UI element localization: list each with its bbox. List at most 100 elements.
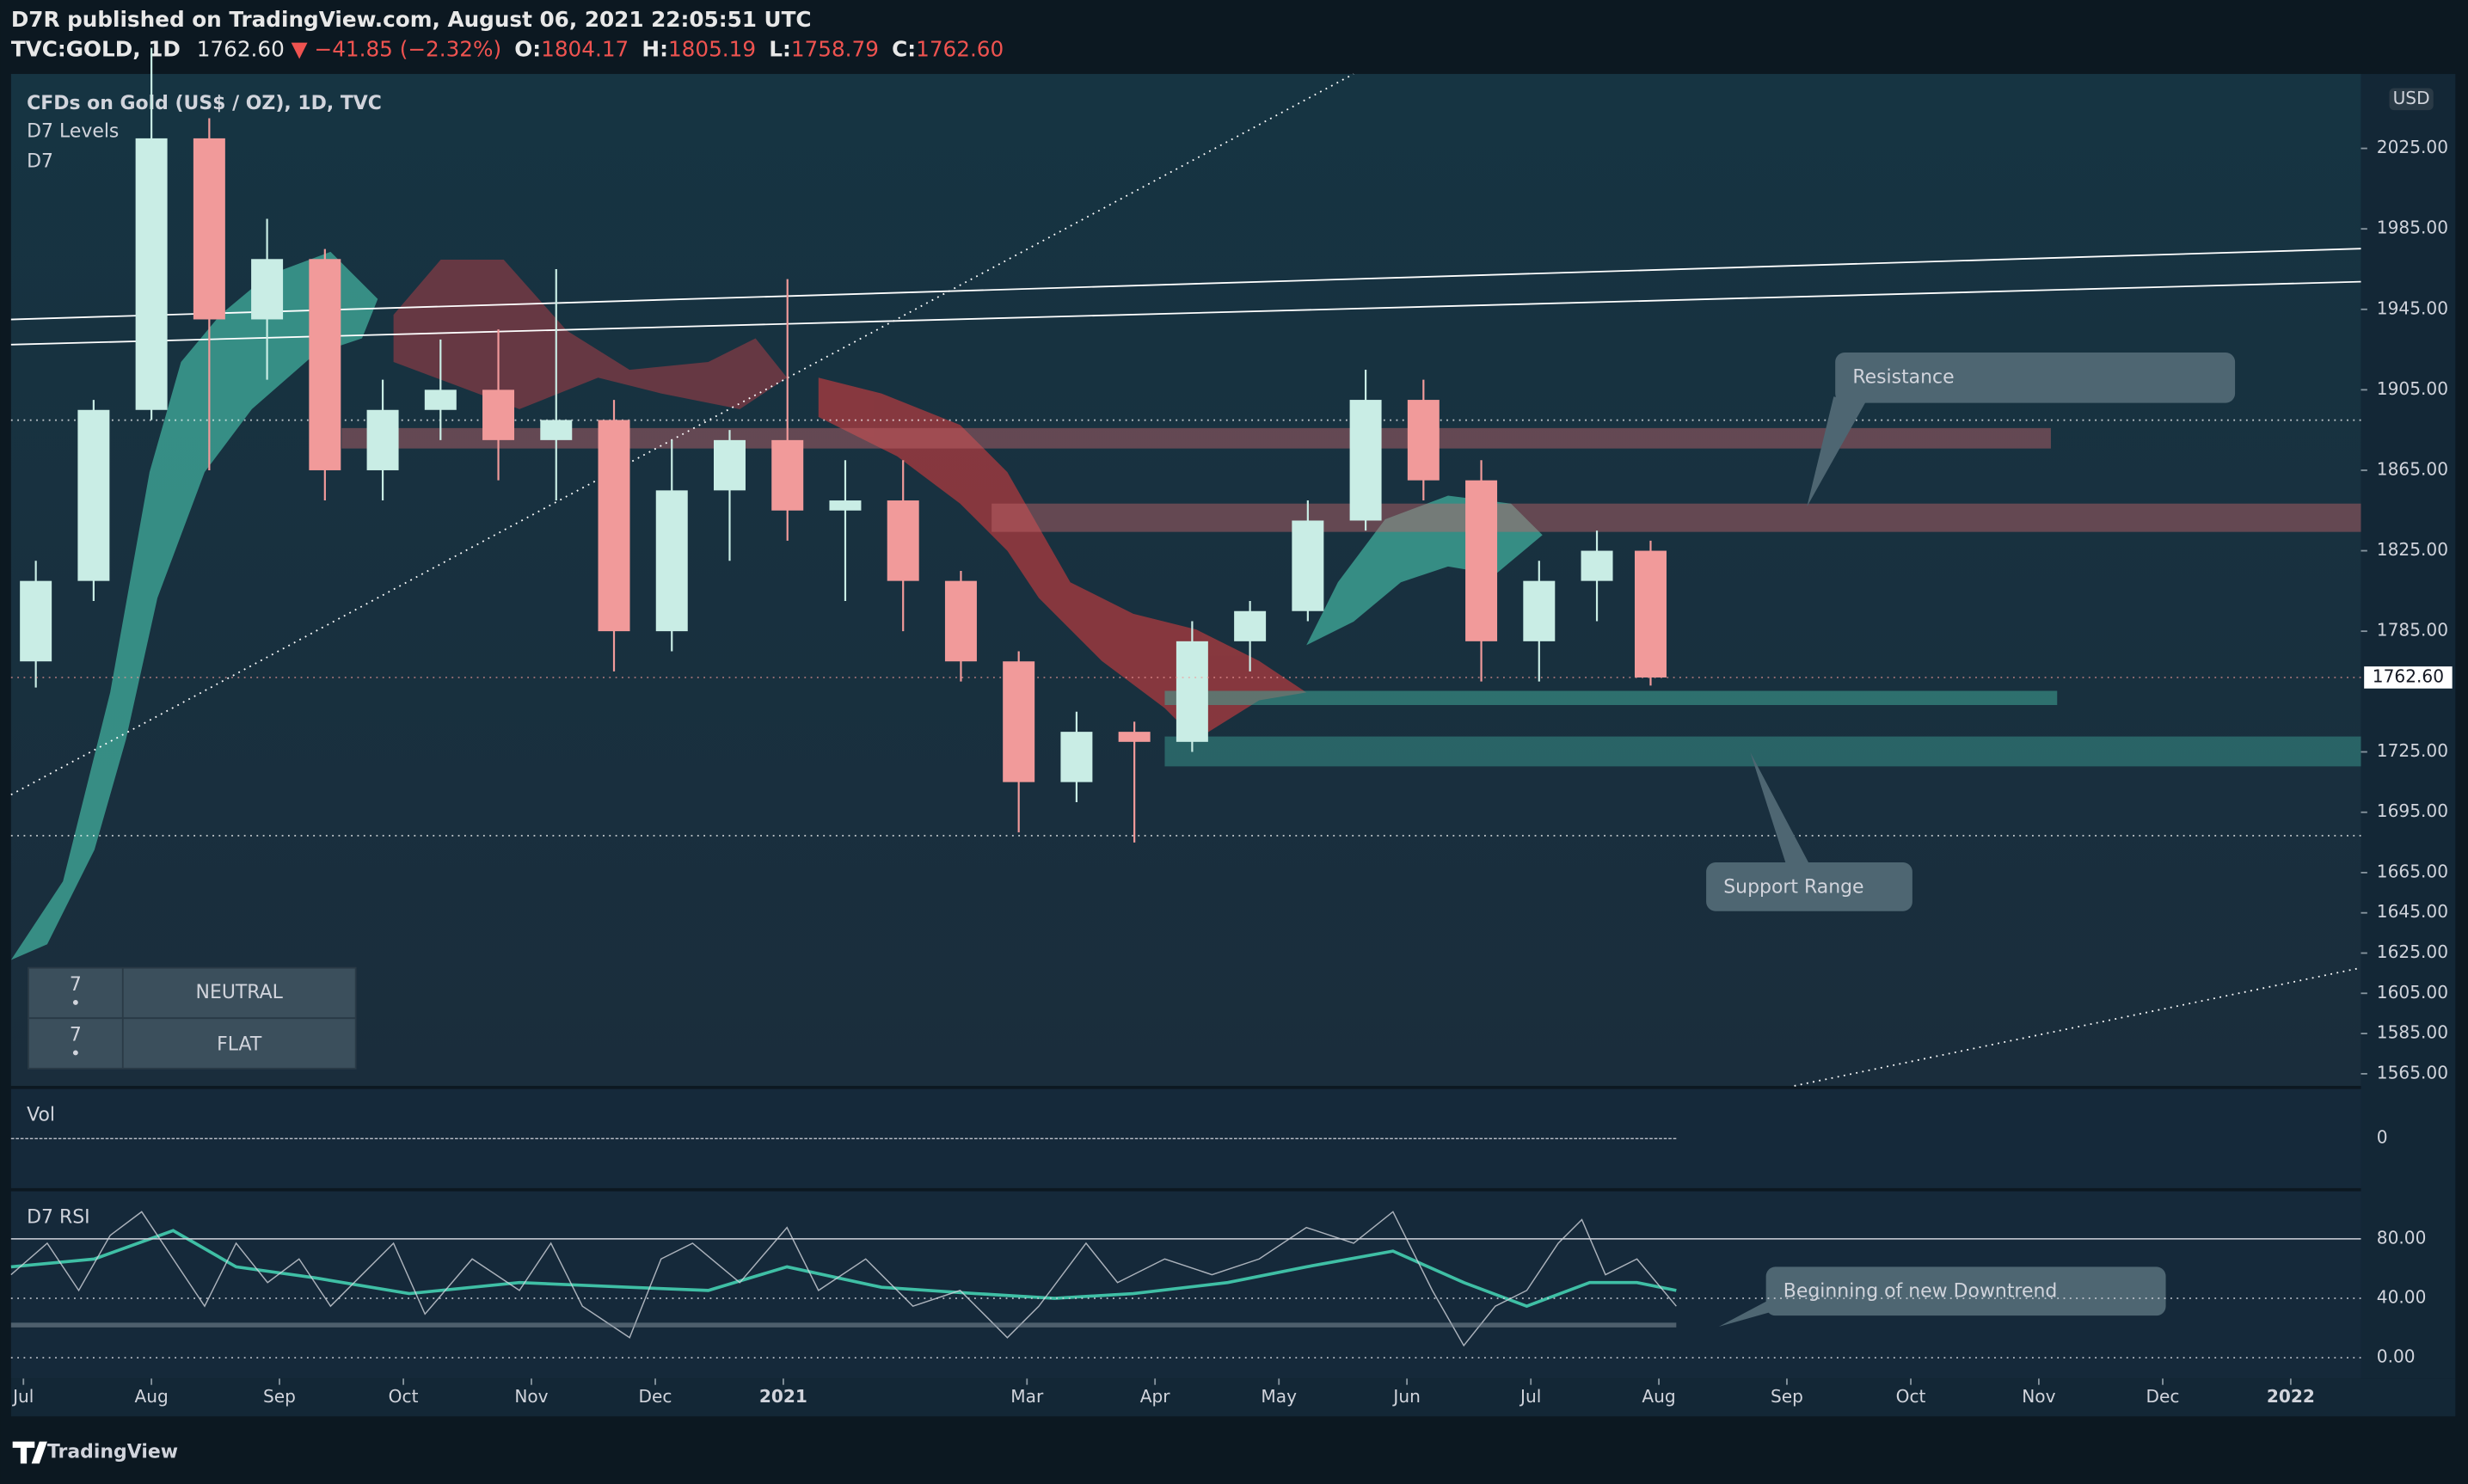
table-cell: 7 [70, 974, 82, 996]
candle-body [193, 138, 225, 320]
legend-item: D7 [27, 151, 53, 173]
x-tick-label: Aug [1642, 1386, 1675, 1407]
candle-body [1407, 400, 1440, 481]
rsi-signal [10, 1229, 1677, 1309]
y-tick-label: 0 [2377, 1127, 2388, 1148]
callout [1835, 352, 2236, 403]
y-tick-label: 1905.00 [2377, 378, 2448, 399]
volume-pane [10, 1088, 2361, 1188]
callout-text: Beginning of new Downtrend [1783, 1281, 2058, 1303]
x-tick-label: Oct [1896, 1386, 1926, 1407]
table-cell: 7 [70, 1024, 82, 1046]
time-axis [10, 1378, 2456, 1417]
candle-body [887, 500, 919, 581]
y-tick-label: 1645.00 [2377, 901, 2448, 922]
candle-body [135, 138, 168, 410]
candle-body [771, 439, 804, 511]
dot [72, 999, 78, 1005]
table-row [28, 966, 357, 1020]
y-tick-label: 1985.00 [2377, 218, 2448, 238]
open-label: O: [514, 37, 541, 62]
pane-title: Vol [27, 1105, 55, 1126]
candle-body [482, 389, 515, 440]
candle-body [829, 500, 862, 511]
table-cell: FLAT [217, 1033, 262, 1055]
close-label: C: [892, 37, 916, 62]
trend-line [10, 248, 2361, 321]
resistance-zone [341, 427, 2051, 449]
x-tick-label: 2021 [759, 1386, 807, 1407]
candle-body [713, 439, 746, 491]
y-tick-label: 80.00 [2377, 1227, 2427, 1248]
callout-pointer [1807, 396, 1865, 507]
open: 1804.17 [541, 37, 629, 62]
x-tick-label: Sep [263, 1386, 296, 1407]
candle-body [1118, 732, 1151, 742]
trend-line [10, 73, 1354, 796]
trend-line [10, 280, 2361, 346]
last-price-box [2364, 666, 2453, 689]
close: 1762.60 [916, 37, 1004, 62]
x-tick-label: Aug [134, 1386, 168, 1407]
x-tick-label: Oct [389, 1386, 419, 1407]
annotation: Beginning of new Downtrend [1718, 1266, 2166, 1327]
price-axis [2361, 74, 2456, 1379]
candle-body [1003, 661, 1035, 782]
y-tick-label: 1565.00 [2377, 1062, 2448, 1082]
annotation: Support Range [1706, 751, 1912, 911]
annotation: Resistance [1807, 352, 2236, 507]
currency-badge [2389, 88, 2434, 111]
candle-body [309, 259, 341, 470]
currency: USD [2393, 88, 2430, 108]
y-tick-label: 1945.00 [2377, 297, 2448, 318]
last: 1762.60 [197, 37, 285, 62]
cloud-bear [393, 260, 788, 409]
last-price: 1762.60 [2373, 665, 2444, 686]
y-tick-label: 1825.00 [2377, 539, 2448, 560]
legend-item: D7 Levels [27, 121, 119, 143]
x-tick-label: Jul [11, 1386, 34, 1407]
candle-body [540, 420, 573, 440]
callout [1706, 862, 1912, 911]
x-tick-label: Jul [1519, 1386, 1541, 1407]
candle-body [1634, 550, 1667, 678]
y-tick-label: 1785.00 [2377, 620, 2448, 641]
price-pane [10, 74, 2361, 1086]
high-label: H: [642, 37, 668, 62]
low: 1758.79 [791, 37, 879, 62]
y-tick-label: 1585.00 [2377, 1022, 2448, 1043]
y-tick-label: 1695.00 [2377, 800, 2448, 821]
candle-body [20, 580, 52, 662]
candle-body [1523, 580, 1556, 641]
y-tick-label: 1865.00 [2377, 458, 2448, 479]
callout [1765, 1266, 2166, 1316]
candle-body [1060, 732, 1093, 782]
x-tick-label: Nov [514, 1386, 548, 1407]
candle-body [251, 259, 284, 320]
high: 1805.19 [668, 37, 756, 62]
y-tick-label: 1625.00 [2377, 941, 2448, 962]
candle-body [424, 389, 457, 410]
y-tick-label: 40.00 [2377, 1287, 2427, 1308]
table-cell: NEUTRAL [196, 982, 284, 1003]
y-tick-label: 0.00 [2377, 1346, 2416, 1367]
rsi-line [10, 1211, 1677, 1347]
candle-body [655, 490, 688, 632]
x-tick-label: 2022 [2267, 1386, 2315, 1407]
publisher: D7R published on TradingView.com, August… [11, 7, 812, 32]
low-label: L: [769, 37, 791, 62]
callout-text: Support Range [1723, 876, 1863, 898]
callout-pointer [1718, 1299, 1770, 1327]
x-tick-label: Dec [2146, 1386, 2180, 1407]
y-tick-label: 2025.00 [2377, 137, 2448, 157]
y-tick-label: 1725.00 [2377, 740, 2448, 761]
support-zone [1164, 736, 2361, 767]
candle-body [77, 409, 110, 581]
x-tick-label: Nov [2022, 1386, 2055, 1407]
candle-body [366, 409, 399, 470]
x-tick-label: Mar [1010, 1386, 1044, 1407]
x-tick-label: Apr [1140, 1386, 1171, 1407]
candle-body [1292, 520, 1324, 611]
